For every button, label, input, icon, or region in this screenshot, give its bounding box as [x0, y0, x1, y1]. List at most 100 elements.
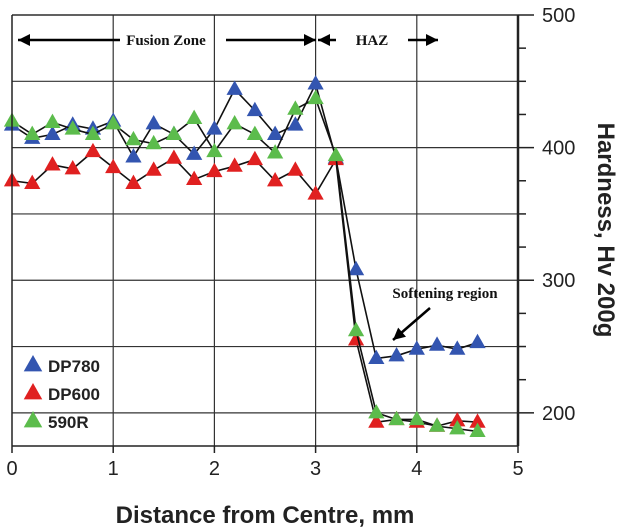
legend: DP780 DP600 590R	[23, 354, 100, 432]
data-point-dp780	[388, 347, 405, 362]
data-point-dp600	[449, 412, 466, 427]
y-tick-label: 400	[542, 138, 575, 160]
data-point-dp780	[449, 340, 466, 355]
data-point-590r	[64, 120, 81, 135]
legend-label-590r: 590R	[48, 413, 89, 432]
softening-arrow-head	[393, 327, 407, 340]
data-point-dp600	[105, 158, 122, 174]
data-point-dp780	[246, 101, 263, 117]
data-point-590r	[469, 422, 486, 437]
data-point-590r	[186, 109, 203, 125]
x-tick-label: 5	[512, 458, 523, 480]
data-point-dp780	[368, 349, 385, 365]
series-line-dp780	[11, 81, 478, 360]
data-point-590r	[226, 114, 243, 130]
legend-item-dp780: DP780	[23, 354, 100, 376]
data-point-590r	[347, 321, 365, 337]
data-point-590r	[105, 114, 122, 130]
data-point-dp780	[145, 114, 162, 130]
x-tick-label: 2	[209, 458, 220, 480]
x-tick-label: 0	[6, 458, 17, 480]
legend-label-dp600: DP600	[48, 385, 100, 404]
data-point-dp780	[347, 260, 365, 276]
data-point-590r	[449, 419, 466, 435]
data-point-590r	[388, 410, 405, 426]
data-point-dp780	[469, 333, 486, 349]
data-point-590r	[428, 417, 446, 432]
data-point-dp780	[287, 116, 304, 131]
data-point-dp780	[186, 145, 203, 160]
legend-marker-590r	[23, 410, 43, 428]
haz-label: HAZ	[356, 33, 389, 49]
data-point-590r	[307, 89, 324, 105]
data-point-dp780	[408, 340, 425, 355]
data-point-dp780	[226, 80, 243, 95]
data-point-dp780	[125, 148, 142, 163]
annotations: Fusion Zone HAZ Softening region	[18, 33, 498, 341]
legend-marker-dp780	[23, 354, 43, 372]
grid	[12, 14, 518, 446]
data-point-dp600	[186, 170, 203, 186]
x-axis-title: Distance from Centre, mm	[116, 502, 415, 529]
x-tick-label: 3	[310, 458, 321, 480]
series-group	[3, 75, 486, 437]
data-point-dp600	[125, 174, 142, 190]
data-point-dp600	[287, 161, 304, 176]
data-point-dp780	[44, 125, 61, 140]
y-tick-label: 300	[542, 270, 575, 292]
data-point-dp600	[307, 185, 324, 200]
data-point-590r	[408, 410, 425, 426]
data-point-dp600	[84, 142, 102, 158]
data-point-dp600	[24, 174, 41, 190]
data-point-dp600	[165, 149, 183, 164]
data-point-590r	[84, 125, 102, 140]
fusion-zone-label: Fusion Zone	[126, 33, 206, 49]
y-tick-label: 500	[542, 5, 575, 27]
data-point-dp780	[428, 336, 446, 351]
data-point-dp600	[469, 413, 486, 428]
axes: 0 1 2 3 4 5 200 300 400 500	[6, 5, 575, 480]
data-point-dp600	[368, 413, 385, 428]
legend-item-dp600: DP600	[23, 382, 100, 404]
fusion-zone-arrow-left	[18, 34, 120, 46]
data-point-dp600	[206, 162, 223, 178]
data-point-dp780	[307, 75, 324, 90]
haz-arrow-right	[408, 34, 438, 46]
y-axis-title: Hardness, Hv 200g	[592, 123, 617, 338]
data-point-dp600	[226, 157, 243, 172]
x-tick-label: 4	[411, 458, 422, 480]
haz-arrow-right-head	[426, 34, 438, 46]
x-tick-label: 1	[108, 458, 119, 480]
data-point-590r	[246, 125, 263, 140]
data-point-dp600	[267, 171, 284, 187]
data-point-dp780	[267, 125, 284, 140]
series-590r	[3, 89, 486, 437]
data-point-dp600	[347, 331, 365, 346]
data-point-dp600	[145, 161, 162, 176]
fusion-zone-arrow-left-head	[18, 34, 30, 46]
legend-item-590r: 590R	[23, 410, 89, 432]
haz-arrow-left-head	[318, 34, 330, 46]
softening-arrow	[392, 307, 431, 341]
data-point-590r	[287, 100, 304, 115]
haz-arrow-left	[318, 34, 336, 46]
legend-label-dp780: DP780	[48, 357, 100, 376]
data-point-dp600	[44, 156, 61, 171]
data-point-590r	[125, 130, 142, 146]
legend-marker-dp600	[23, 382, 43, 400]
fusion-zone-arrow-right	[226, 34, 316, 46]
annotation-arrows	[18, 34, 438, 341]
series-line-590r	[11, 97, 478, 433]
data-point-590r	[368, 404, 385, 419]
data-point-590r	[327, 146, 344, 162]
data-point-590r	[24, 125, 41, 140]
data-point-590r	[165, 125, 183, 140]
softening-region-label: Softening region	[392, 286, 498, 302]
data-point-590r	[145, 134, 162, 150]
data-point-590r	[206, 142, 223, 158]
data-point-590r	[267, 144, 284, 159]
fusion-zone-arrow-right-head	[304, 34, 316, 46]
data-point-dp780	[206, 120, 223, 135]
y-tick-label: 200	[542, 403, 575, 425]
